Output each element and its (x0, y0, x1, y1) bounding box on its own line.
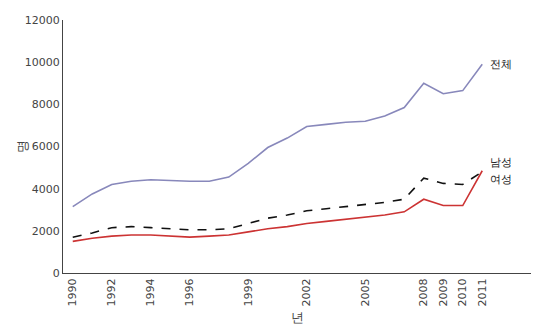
svg-text:남성: 남성 (490, 156, 512, 169)
svg-text:10000: 10000 (25, 56, 60, 69)
svg-text:2000: 2000 (32, 225, 60, 238)
svg-text:12000: 12000 (25, 14, 60, 27)
svg-text:1994: 1994 (144, 278, 157, 306)
svg-text:6000: 6000 (32, 140, 60, 153)
svg-text:년: 년 (291, 310, 304, 325)
svg-text:명: 명 (15, 140, 30, 153)
svg-text:0: 0 (53, 267, 60, 280)
svg-text:4000: 4000 (32, 183, 60, 196)
svg-text:2009: 2009 (437, 278, 450, 306)
svg-text:1999: 1999 (242, 278, 255, 306)
svg-text:2008: 2008 (417, 278, 430, 306)
svg-text:2005: 2005 (359, 278, 372, 306)
svg-text:여성: 여성 (490, 173, 512, 186)
svg-text:1990: 1990 (66, 278, 79, 306)
svg-text:1996: 1996 (183, 278, 196, 306)
svg-text:전체: 전체 (490, 58, 512, 71)
svg-text:2002: 2002 (300, 278, 313, 306)
svg-text:2010: 2010 (456, 278, 469, 306)
svg-text:2011: 2011 (476, 278, 489, 306)
svg-text:1992: 1992 (105, 278, 118, 306)
svg-text:8000: 8000 (32, 98, 60, 111)
